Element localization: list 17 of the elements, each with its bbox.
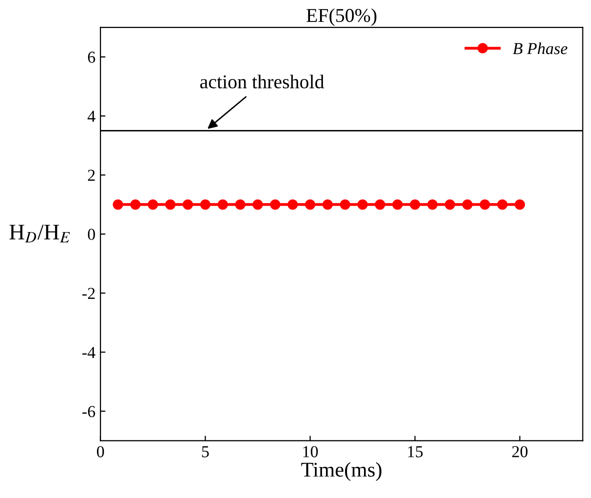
y-tick-label: -4 — [82, 346, 96, 358]
y-tick-label: -2 — [82, 288, 95, 299]
chart-title: EF(50%) — [306, 8, 376, 26]
y-tick-label: 2 — [88, 170, 95, 181]
x-tick-label: 20 — [512, 446, 528, 458]
y-tick-label: 0 — [88, 228, 95, 240]
y-tick-label: 6 — [88, 52, 96, 63]
x-tick-label: 15 — [408, 446, 423, 458]
x-tick-label: 5 — [202, 446, 209, 458]
x-tick-label: 10 — [303, 446, 318, 458]
y-axis-title: H$_{D}$/H$_{E}$ — [9, 224, 70, 242]
legend-label: B Phase — [512, 42, 568, 54]
x-axis-title: Time(ms) — [301, 462, 382, 481]
x-tick-label: 0 — [96, 446, 104, 458]
annotation: action threshold — [200, 74, 324, 88]
y-tick-label: -6 — [82, 406, 96, 418]
y-tick-label: 4 — [88, 110, 96, 122]
